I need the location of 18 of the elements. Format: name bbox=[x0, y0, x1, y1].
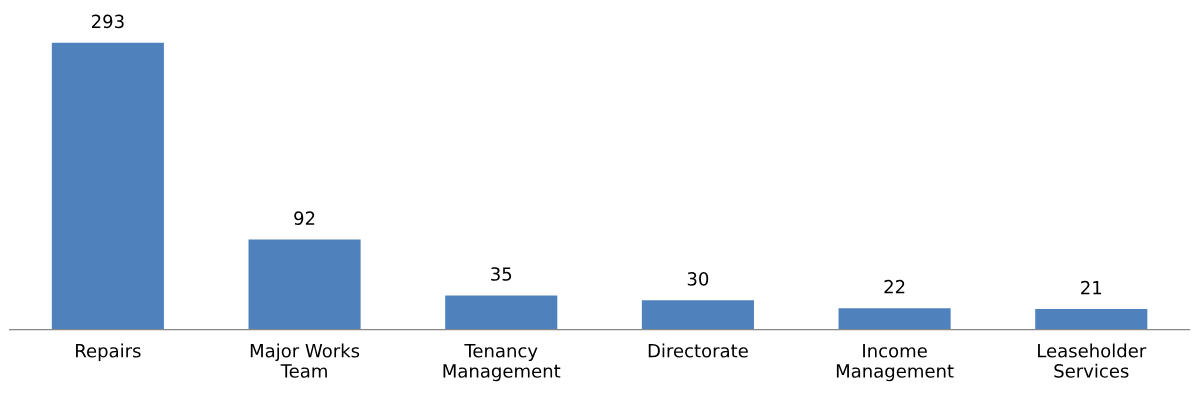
x-tick-label: Income Management bbox=[836, 344, 954, 382]
bar bbox=[445, 295, 558, 330]
data-label: 293 bbox=[91, 14, 124, 29]
data-label: 21 bbox=[1081, 280, 1102, 295]
x-tick-label: Major Works Team bbox=[250, 343, 360, 378]
data-label: 30 bbox=[687, 272, 709, 286]
x-tick-label: Repairs bbox=[76, 343, 141, 362]
data-label: 35 bbox=[491, 267, 512, 281]
bar bbox=[641, 300, 754, 330]
bar bbox=[838, 308, 951, 330]
x-tick-label: Tenancy Management bbox=[443, 344, 561, 382]
data-label: 92 bbox=[294, 211, 315, 225]
bar bbox=[51, 42, 164, 330]
bar bbox=[248, 239, 361, 330]
bar bbox=[1035, 309, 1148, 330]
data-label: 22 bbox=[884, 279, 905, 294]
x-tick-label: Leaseholder Services bbox=[1038, 343, 1147, 378]
x-tick-label: Directorate bbox=[648, 343, 748, 358]
